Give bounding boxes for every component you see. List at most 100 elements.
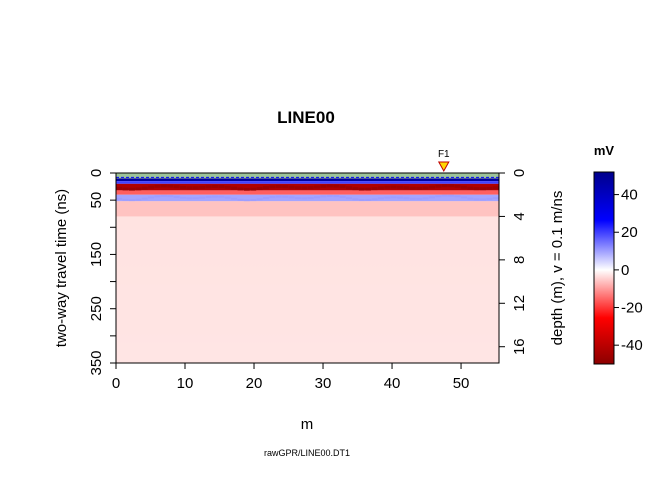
marker-triangle-icon — [437, 161, 450, 173]
radargram-texture — [186, 186, 193, 190]
radargram-texture — [486, 197, 493, 200]
colorbar-unit: mV — [594, 143, 615, 158]
radargram-texture — [345, 197, 352, 200]
radargram-texture — [390, 185, 397, 189]
fiducial-marker: F1 — [437, 149, 450, 173]
y-tick-label: 50 — [88, 192, 105, 209]
x-axis-label: m — [301, 416, 314, 433]
x-tick-label: 20 — [246, 375, 263, 392]
radargram-texture — [128, 199, 135, 202]
y-axis-label-depth: depth (m), v = 0.1 m/ns — [549, 191, 566, 346]
radargram-texture — [333, 195, 340, 198]
radargram-texture — [467, 197, 474, 200]
radargram-texture — [416, 186, 423, 190]
radargram-texture — [320, 195, 327, 198]
radargram-texture — [435, 195, 442, 198]
radargram-texture — [460, 185, 467, 189]
radargram-texture — [314, 185, 321, 189]
radargram-texture — [263, 197, 270, 200]
y-tick-label: 150 — [88, 242, 105, 267]
radargram-texture — [205, 185, 212, 189]
radargram-texture — [224, 196, 231, 199]
radargram-texture — [148, 185, 155, 189]
radargram-texture — [441, 184, 448, 188]
depth-tick-label: 12 — [511, 295, 528, 312]
radargram-texture — [263, 186, 270, 190]
radargram-texture — [326, 184, 333, 188]
radargram-texture — [256, 187, 263, 191]
y-axis-ticks-depth: 0 4 8 12 16 — [499, 169, 528, 355]
x-axis-ticks: 0 10 20 30 40 50 — [112, 363, 469, 392]
radargram-texture — [135, 187, 142, 191]
radargram-texture — [243, 199, 250, 202]
radargram-texture — [294, 197, 301, 200]
radargram-texture — [180, 196, 187, 199]
depth-tick-label: 0 — [511, 169, 528, 177]
radargram-texture — [211, 185, 218, 189]
radargram-texture — [141, 197, 148, 200]
radargram-texture — [282, 195, 289, 198]
radargram-texture — [122, 198, 129, 201]
radargram-texture — [294, 186, 301, 190]
radargram-texture — [275, 195, 282, 198]
colorbar-tick-label: -20 — [621, 300, 643, 317]
radargram-texture — [377, 186, 384, 190]
colorbar-tick-label: 0 — [621, 262, 629, 279]
radargram-texture — [454, 195, 461, 198]
radargram — [116, 173, 499, 363]
radargram-texture — [173, 195, 180, 198]
radargram-texture — [492, 197, 499, 200]
radargram-texture — [256, 198, 263, 201]
radargram-texture — [154, 195, 161, 198]
radargram-texture — [173, 185, 180, 189]
radargram-band — [116, 216, 499, 363]
radargram-texture — [345, 186, 352, 190]
radargram-texture — [486, 186, 493, 190]
radargram-texture — [416, 197, 423, 200]
y-tick-label: 350 — [88, 350, 105, 375]
colorbar-tick-label: 40 — [621, 187, 638, 204]
radargram-texture — [199, 196, 206, 199]
radargram-texture — [218, 195, 225, 198]
radargram-texture — [371, 198, 378, 201]
radargram-texture — [122, 187, 129, 191]
y-axis-label-time: two-way travel time (ns) — [53, 189, 70, 347]
depth-tick-label: 4 — [511, 212, 528, 220]
radargram-texture — [428, 185, 435, 189]
radargram-texture — [422, 186, 429, 190]
x-tick-label: 10 — [177, 375, 194, 392]
radargram-texture — [250, 199, 257, 202]
radargram-texture — [480, 198, 487, 201]
radargram-texture — [154, 184, 161, 188]
radargram-texture — [473, 198, 480, 201]
radargram-texture — [314, 196, 321, 199]
radargram-texture — [218, 185, 225, 189]
radargram-texture — [243, 187, 250, 191]
radargram-texture — [409, 186, 416, 190]
radargram-texture — [448, 194, 455, 197]
radargram-texture — [473, 187, 480, 191]
radargram-texture — [422, 197, 429, 200]
radargram-texture — [288, 196, 295, 199]
radargram-texture — [358, 187, 365, 191]
radargram-texture — [288, 185, 295, 189]
radargram-texture — [390, 196, 397, 199]
radargram-band — [116, 173, 499, 179]
radargram-texture — [237, 198, 244, 201]
radargram-texture — [492, 186, 499, 190]
radargram-texture — [224, 185, 231, 189]
radargram-texture — [384, 185, 391, 189]
colorbar-ticks: 40 20 0 -20 -40 — [614, 187, 643, 354]
radargram-texture — [116, 197, 123, 200]
radargram-texture — [403, 186, 410, 190]
radargram-texture — [141, 186, 148, 190]
radargram-texture — [326, 194, 333, 197]
radargram-band — [116, 194, 499, 202]
radargram-texture — [160, 194, 167, 197]
colorbar-tick-label: -40 — [621, 337, 643, 354]
radargram-texture — [160, 184, 167, 188]
radargram-texture — [307, 197, 314, 200]
radargram-texture — [282, 185, 289, 189]
radargram-texture — [448, 184, 455, 188]
